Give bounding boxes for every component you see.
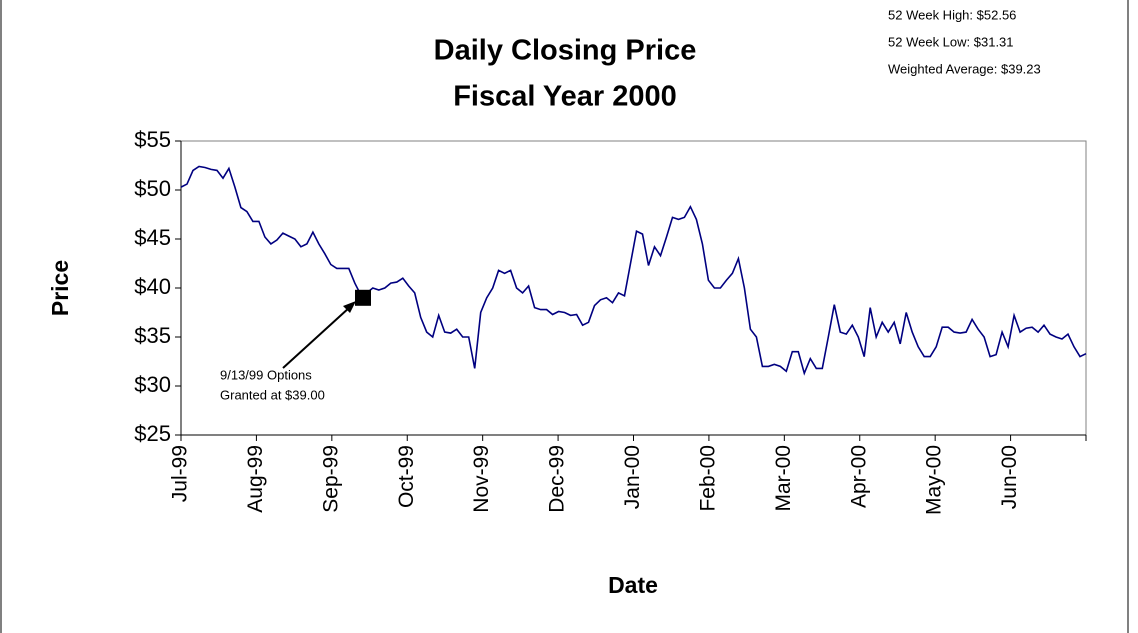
x-tick-label: Apr-00	[847, 445, 870, 508]
y-tick-label: $45	[134, 225, 171, 250]
option-marker	[355, 289, 371, 306]
x-tick-label: Nov-99	[470, 445, 493, 513]
x-tick-label: Oct-99	[395, 445, 418, 508]
stat: 52 Week Low: $31.31	[888, 34, 1014, 49]
x-tick-label: May-00	[923, 445, 946, 515]
x-tick-label: Jul-99	[169, 445, 192, 502]
x-tick-label: Feb-00	[696, 445, 719, 512]
y-tick-label: $30	[134, 372, 171, 397]
y-tick-label: $40	[134, 274, 171, 299]
x-axis-title: Date	[608, 572, 658, 598]
y-tick-label: $50	[134, 176, 171, 201]
stat: Weighted Average: $39.23	[888, 61, 1041, 76]
chart-title: Daily Closing Price	[434, 35, 697, 67]
x-tick-label: Jan-00	[621, 445, 644, 509]
chart-title: Fiscal Year 2000	[453, 81, 677, 113]
x-tick-label: Mar-00	[772, 445, 795, 512]
annotation: Granted at $39.00	[220, 387, 325, 402]
y-tick-label: $35	[134, 323, 171, 348]
annotation-arrowhead	[343, 301, 356, 313]
y-tick-label: $25	[134, 421, 171, 446]
x-tick-label: Aug-99	[244, 445, 267, 513]
annotation-arrow	[282, 306, 351, 369]
x-tick-label: Dec-99	[546, 445, 569, 513]
x-tick-label: Jun-00	[998, 445, 1021, 509]
y-axis-title: Price	[47, 260, 73, 316]
x-tick-label: Sep-99	[319, 445, 342, 513]
annotation: 9/13/99 Options	[220, 367, 312, 382]
price-line	[180, 165, 1087, 376]
y-tick-label: $55	[134, 127, 171, 152]
stat: 52 Week High: $52.56	[888, 7, 1016, 22]
